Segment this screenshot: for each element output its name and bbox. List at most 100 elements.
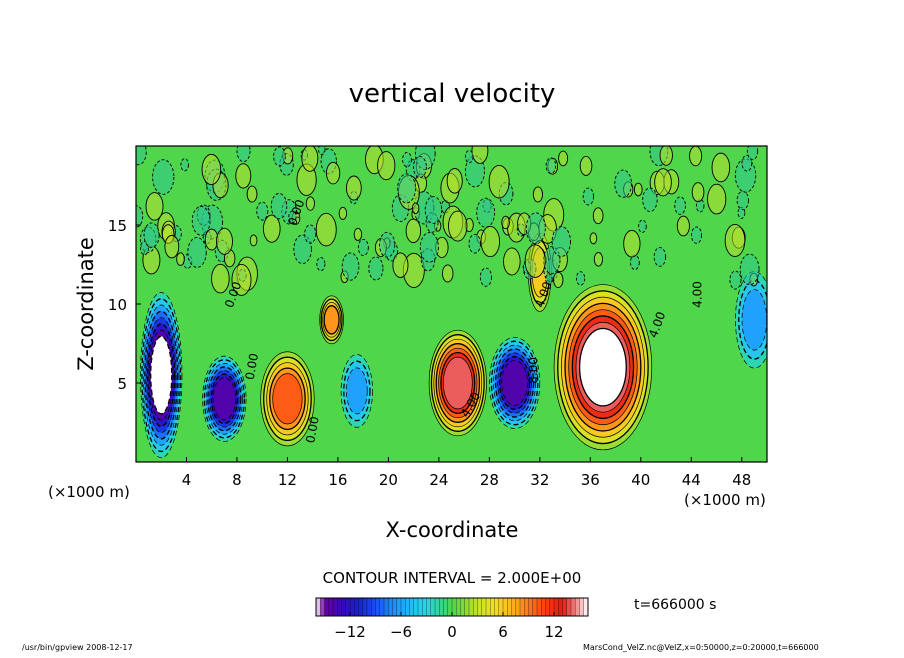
small-eddy-contour (412, 155, 427, 179)
colorbar-step (388, 598, 393, 616)
colorbar-step (562, 598, 568, 616)
downdraft-region (732, 262, 767, 378)
small-eddy-contour (379, 231, 396, 258)
small-eddy-contour (488, 164, 510, 199)
colorbar-steps (315, 597, 589, 617)
small-eddy-contour (180, 158, 189, 172)
small-eddy-contour (305, 196, 315, 211)
small-eddy-contour (476, 197, 496, 228)
small-eddy-contour (402, 151, 412, 168)
small-eddy-contour (288, 210, 297, 224)
x-tick-label: 48 (732, 471, 751, 489)
colorbar-step (316, 598, 321, 616)
small-eddy-contour (471, 146, 489, 164)
small-eddy-contour (689, 146, 703, 167)
downdraft-contour (148, 329, 174, 421)
updraft-contour (442, 356, 473, 410)
small-eddy-contour (589, 232, 598, 245)
downdraft-contour (141, 298, 182, 453)
small-eddy-contour (405, 218, 422, 244)
colorbar-step (481, 598, 487, 616)
colorbar-step (324, 598, 330, 616)
small-eddy-contour (736, 190, 749, 211)
downdraft-contour (143, 304, 180, 446)
colorbar-step (537, 598, 542, 616)
small-eddy-contour (575, 271, 586, 286)
colorbar: −12 −6 0 6 12 (315, 597, 589, 641)
small-eddy-contour (654, 168, 672, 197)
x-tick-label: 16 (328, 471, 347, 489)
contour-label: 0.00 (303, 415, 321, 444)
small-eddy-contour (187, 237, 207, 268)
small-eddy-contour (316, 257, 326, 272)
colorbar-step (430, 598, 436, 616)
updraft-contour (433, 338, 483, 428)
small-eddy-contour (691, 226, 703, 244)
downdraft-contour (203, 359, 245, 439)
small-eddy-contour (739, 253, 760, 286)
x-tick-label: 44 (682, 471, 701, 489)
downdraft-contour (210, 373, 238, 425)
colorbar-step (367, 598, 372, 616)
small-eddy-contour (304, 224, 317, 244)
downdraft-contour (501, 360, 528, 406)
x-tick-label: 12 (278, 471, 297, 489)
downdraft-contour (147, 323, 176, 427)
small-eddy-contour (293, 234, 312, 265)
small-eddy-contour (464, 149, 474, 164)
contour-label: 0.00 (243, 352, 261, 381)
colorbar-step (473, 598, 478, 616)
small-eddy-contour (301, 146, 319, 172)
downdraft-contour (489, 337, 541, 429)
colorbar-step (379, 598, 385, 616)
updraft-band (272, 373, 303, 424)
downdraft-contour (205, 362, 243, 435)
small-eddy-contour (411, 202, 420, 215)
small-eddy-contour (338, 206, 348, 220)
colorbar-step (579, 598, 585, 616)
y-tick-label: 15 (108, 217, 127, 235)
colorbar-step (447, 598, 453, 616)
small-eddy-contour (729, 270, 742, 290)
small-eddy-contour (676, 215, 690, 237)
colorbar-step (320, 598, 325, 616)
footer-left: /usr/bin/gpview 2008-12-17 (22, 643, 133, 652)
colorbar-step (426, 598, 432, 616)
colorbar-step (541, 598, 546, 616)
updraft-contour (561, 296, 645, 438)
small-eddy-contour (674, 196, 686, 215)
small-eddy-contour (270, 193, 288, 220)
downdraft-contour (494, 348, 535, 418)
small-eddy-contour (501, 215, 510, 230)
colorbar-step (460, 598, 466, 616)
colorbar-step (571, 598, 576, 616)
small-eddy-contour (711, 152, 731, 183)
colorbar-step (558, 598, 563, 616)
colorbar-step (490, 598, 495, 616)
colorbar-step (350, 598, 355, 616)
contour-interval-label: CONTOUR INTERVAL = 2.000E+00 (323, 569, 582, 587)
small-eddy-contour (479, 267, 492, 287)
colorbar-step (511, 598, 517, 616)
downdraft-contour (490, 340, 539, 426)
small-eddy-contour (318, 146, 326, 156)
updraft-contour (564, 302, 642, 432)
small-eddy-contour (746, 146, 759, 161)
updraft-contour (568, 309, 638, 426)
downdraft-contour (493, 344, 537, 422)
colorbar-step (405, 598, 410, 616)
colorbar-step (566, 598, 572, 616)
small-eddy-contour (707, 183, 727, 215)
small-eddy-contour (164, 234, 180, 259)
contour-lines (136, 146, 767, 459)
small-eddy-contour (653, 247, 667, 267)
colorbar-step (409, 598, 415, 616)
x-axis-title: X-coordinate (386, 518, 519, 542)
downdraft-band (742, 289, 767, 351)
small-eddy-contour (176, 252, 185, 266)
small-eddy-contour (357, 238, 369, 257)
small-eddy-contour (558, 150, 569, 167)
updraft-contour (428, 329, 487, 437)
small-eddy-contour (724, 224, 746, 257)
